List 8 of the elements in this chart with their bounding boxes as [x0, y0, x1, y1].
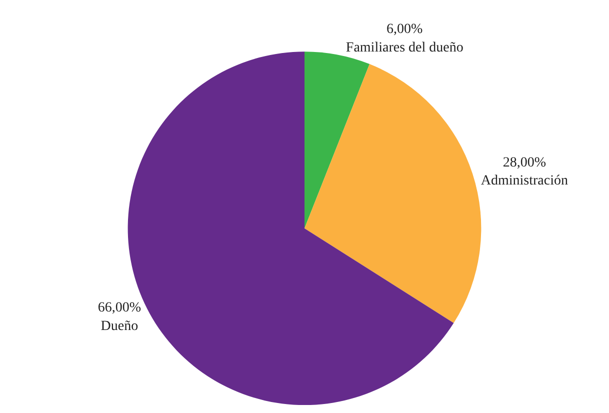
data-label: 66,00% — [98, 300, 142, 316]
data-label: 28,00% — [502, 156, 546, 171]
slice-label: Administración — [480, 174, 568, 189]
slice-label: Dueño — [100, 318, 138, 334]
data-label: 6,00% — [386, 22, 424, 38]
slice-label: Familiares del dueño — [346, 40, 464, 56]
pie-slice — [304, 52, 370, 228]
pie-slice — [304, 64, 481, 324]
